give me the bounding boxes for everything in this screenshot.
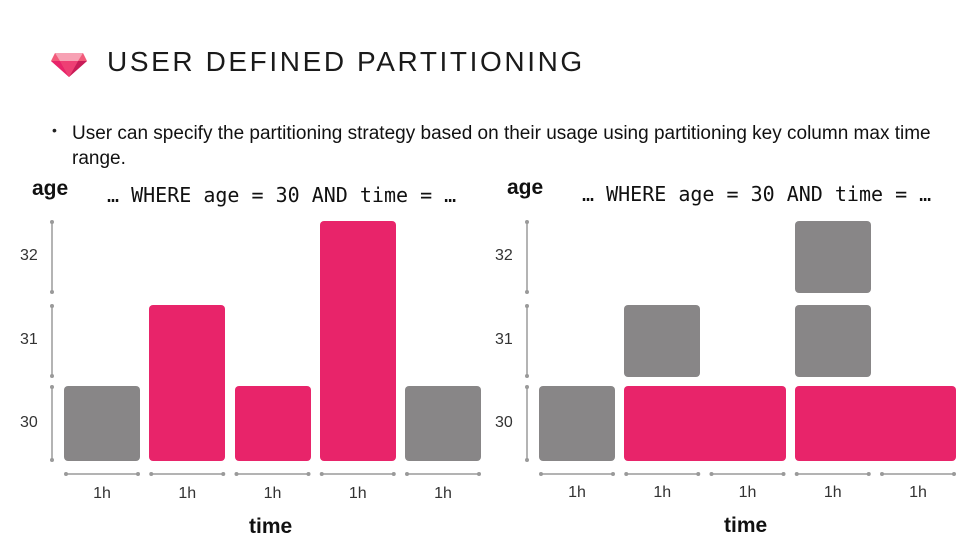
axis-tick-dot: [391, 472, 396, 476]
axis-tick-dot: [234, 472, 239, 476]
partition-block: [794, 221, 871, 293]
bullet-text: User can specify the partitioning strate…: [72, 123, 931, 169]
partition-block: [794, 305, 871, 377]
x-tick-label: 1h: [909, 484, 927, 501]
x-axis-title: time: [249, 515, 293, 538]
axis-lines: [50, 220, 481, 476]
axis-tick-dot: [525, 374, 529, 378]
x-axis-title: time: [724, 514, 768, 537]
query-text: … WHERE age = 30 AND time = …: [582, 182, 932, 206]
axis-tick-dot: [525, 304, 529, 308]
x-tick-label: 1h: [823, 484, 842, 501]
query-text: … WHERE age = 30 AND time = …: [107, 183, 457, 207]
axis-tick-dot: [525, 220, 529, 224]
axis-tick-dot: [50, 220, 54, 224]
y-axis-title: age: [507, 176, 544, 199]
axis-tick-dot: [221, 472, 226, 476]
page-title: USER DEFINED PARTITIONING: [107, 46, 585, 77]
x-tick-label: 1h: [434, 485, 452, 502]
axis-tick-dot: [880, 472, 884, 476]
x-tick-label: 1h: [568, 484, 586, 501]
partition-block-matched: [794, 386, 956, 461]
partition-block: [405, 386, 481, 461]
axis-tick-dot: [64, 472, 68, 476]
x-tick-label: 1h: [263, 485, 282, 502]
x-tick-label: 1h: [738, 484, 757, 501]
axis-tick-dot: [149, 472, 154, 476]
axis-tick-dot: [50, 304, 54, 308]
axis-tick-dot: [866, 472, 871, 476]
axis-tick-dot: [611, 472, 615, 476]
diagram-panel-right: age … WHERE age = 30 AND time = … time 3…: [475, 0, 962, 544]
partition-block-matched: [234, 386, 311, 461]
axis-tick-dot: [306, 472, 311, 476]
y-tick-label: 30: [20, 413, 38, 431]
axis-tick-dot: [50, 458, 54, 462]
axis-tick-dot: [50, 385, 54, 389]
axis-tick-dot: [525, 385, 529, 389]
diagram-panel-left: age … WHERE age = 30 AND time = … time 3…: [0, 0, 487, 544]
axis-tick-dot: [624, 472, 629, 476]
axis-tick-dot: [525, 458, 529, 462]
y-tick-label: 30: [495, 413, 513, 431]
axis-tick-dot: [709, 472, 714, 476]
axis-tick-dot: [539, 472, 543, 476]
y-tick-label: 31: [20, 331, 38, 348]
axis-tick-dot: [952, 472, 956, 476]
partition-block: [624, 305, 701, 377]
partition-block-matched: [149, 305, 226, 461]
x-tick-label: 1h: [178, 485, 197, 502]
axis-tick-dot: [405, 472, 409, 476]
axis-tick-dot: [50, 290, 54, 294]
axis-tick-dot: [319, 472, 324, 476]
axis-tick-dot: [477, 472, 481, 476]
y-tick-label: 31: [495, 331, 513, 348]
bullet-marker: •: [52, 122, 57, 138]
ruby-gem-icon: [51, 53, 87, 77]
partition-block: [539, 386, 615, 461]
x-tick-label: 1h: [653, 484, 672, 501]
y-tick-label: 32: [495, 247, 513, 264]
partition-block-matched: [624, 386, 786, 461]
axis-tick-dot: [781, 472, 786, 476]
axis-tick-dot: [525, 290, 529, 294]
axis-tick-dot: [696, 472, 701, 476]
y-tick-label: 32: [20, 247, 38, 264]
axis-tick-dot: [136, 472, 140, 476]
axis-tick-dot: [50, 374, 54, 378]
y-axis-title: age: [32, 177, 69, 200]
partition-block: [64, 386, 140, 461]
axis-tick-dot: [794, 472, 799, 476]
axis-lines: [525, 220, 956, 476]
x-tick-label: 1h: [348, 485, 367, 502]
x-tick-label: 1h: [93, 485, 111, 502]
partition-block-matched: [319, 221, 396, 461]
